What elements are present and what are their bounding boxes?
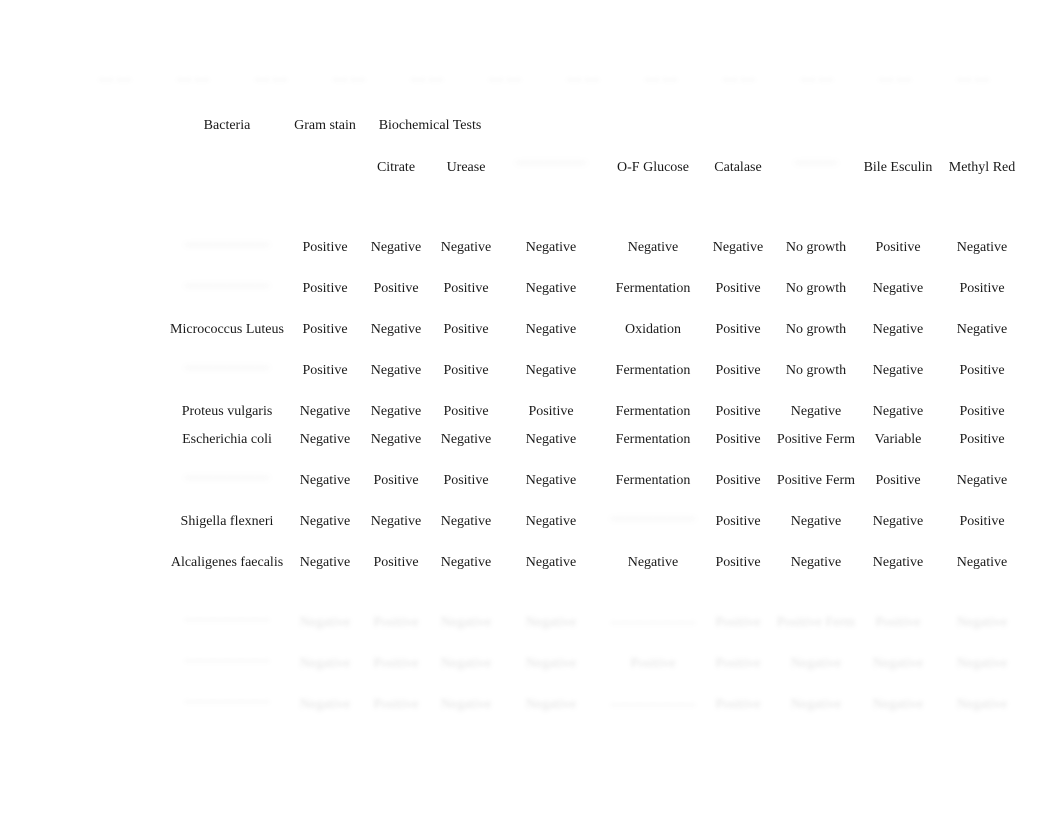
faded-cell: Negative <box>902 615 1062 631</box>
faded-mark: — — <box>80 72 150 88</box>
cell-methyl-red: Positive <box>902 363 1062 379</box>
faded-mark: — — <box>158 72 228 88</box>
faded-mark: — — <box>704 72 774 88</box>
cell-methyl-red: Positive <box>902 404 1062 420</box>
column-header-biochemical: Biochemical Tests <box>350 118 510 134</box>
faded-cell: Negative <box>902 697 1062 713</box>
faded-mark: — — <box>470 72 540 88</box>
faded-mark: — — <box>392 72 462 88</box>
cell-methyl-red: Negative <box>902 322 1062 338</box>
column-header-methyl-red: Methyl Red <box>902 160 1062 176</box>
cell-methyl-red: Positive <box>902 514 1062 530</box>
faded-mark: — — <box>626 72 696 88</box>
cell-methyl-red: Negative <box>902 555 1062 571</box>
faded-mark: — — <box>314 72 384 88</box>
cell-methyl-red: Positive <box>902 432 1062 448</box>
faded-mark: — — <box>938 72 1008 88</box>
faded-mark: — — <box>548 72 618 88</box>
faded-mark: — — <box>236 72 306 88</box>
cell-methyl-red: Negative <box>902 473 1062 489</box>
faded-mark: — — <box>782 72 852 88</box>
cell-methyl-red: Positive <box>902 281 1062 297</box>
faded-mark: — — <box>860 72 930 88</box>
faded-cell: Negative <box>902 656 1062 672</box>
cell-methyl-red: Negative <box>902 240 1062 256</box>
biochemical-table: — —— —— —— —— —— —— —— —— —— —— —— —Bact… <box>60 50 1002 772</box>
